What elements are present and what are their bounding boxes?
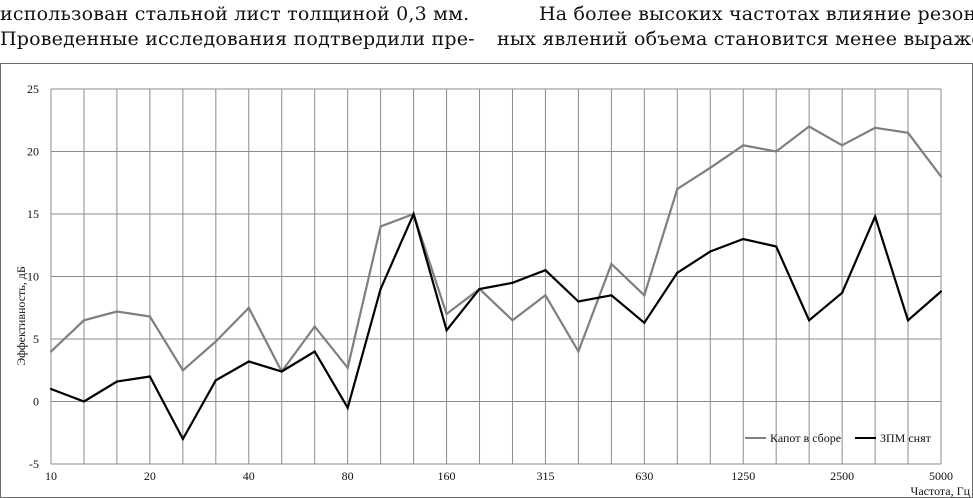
data-point-zpm [610,294,613,297]
x-tick-label: 40 [243,469,255,483]
data-point-zpm [379,287,382,291]
x-tick-label: 20 [144,469,156,483]
y-tick-label: 25 [27,82,39,96]
data-point-kapot [82,319,86,322]
data-point-zpm [643,321,646,324]
chart-frame [0,63,973,498]
body-text-right-line-1: На более высоких частотах влияние резона… [539,3,973,25]
legend-label-kapot: Капот в сборе [770,431,841,445]
data-point-kapot [676,187,679,191]
data-point-zpm [906,319,910,322]
data-point-kapot [939,175,943,178]
y-tick-label: -5 [29,457,39,471]
data-point-zpm [214,379,217,382]
body-text-left-line-1: использован стальной лист толщиной 0,3 м… [0,3,470,25]
series-line-zpm [50,210,942,442]
data-point-kapot [511,319,514,322]
legend-label-zpm: ЗПМ снят [880,431,932,445]
data-point-kapot [577,350,580,353]
data-point-zpm [808,319,811,322]
data-point-zpm [346,406,349,409]
series-line-kapot [50,125,942,374]
data-point-zpm [445,329,448,332]
data-point-zpm [82,400,86,403]
data-point-kapot [379,225,382,228]
data-point-zpm [742,237,745,241]
data-point-zpm [313,350,316,353]
y-tick-label: 20 [27,145,39,159]
data-point-kapot [247,306,250,309]
x-tick-label: 1250 [731,469,755,483]
data-point-kapot [643,294,646,297]
x-axis-label: Частота, Гц [911,484,971,498]
grid-layer [50,88,942,465]
data-point-kapot [346,366,349,369]
data-point-kapot [214,340,217,343]
x-tick-label: 10 [45,469,57,483]
data-point-kapot [709,166,712,169]
body-text-left-line-2: Проведенные исследования подтвердили пре… [0,28,475,50]
tick-labels: -5 0 5 10 15 20 25 10 20 40 80 160 315 630 1250 2500 500… [27,82,953,483]
legend: Капот в сборе ЗПМ снят [745,431,932,445]
y-tick-label: 0 [33,395,39,409]
data-point-zpm [115,380,119,383]
x-tick-label: 2500 [830,469,854,483]
data-point-zpm [49,387,53,391]
x-tick-label: 5000 [929,469,953,483]
data-point-kapot [49,350,53,353]
data-point-kapot [808,125,811,128]
y-axis-label: Эффективность, дБ [14,266,28,366]
data-point-kapot [873,126,877,129]
line-chart: -5 0 5 10 15 20 25 10 20 40 80 160 315 630 1250 2500 500… [14,82,971,498]
y-tick-label: 10 [27,270,39,284]
data-point-zpm [148,375,151,378]
data-point-kapot [906,131,910,134]
x-tick-label: 160 [438,469,456,483]
data-point-zpm [775,245,778,248]
data-point-zpm [280,370,283,373]
data-point-zpm [247,360,250,363]
data-point-zpm [412,212,415,216]
data-point-kapot [841,144,844,147]
data-point-kapot [445,312,448,316]
data-point-zpm [709,250,712,253]
y-tick-label: 5 [33,332,39,346]
series-layer [49,125,943,442]
data-point-kapot [181,369,184,372]
data-point-zpm [478,287,481,291]
data-point-zpm [873,215,877,218]
data-point-zpm [577,300,580,303]
data-point-kapot [115,310,119,313]
data-point-kapot [313,325,316,328]
data-point-zpm [939,290,943,293]
data-point-kapot [148,315,151,318]
data-point-zpm [181,437,184,441]
x-tick-label: 80 [342,469,354,483]
data-point-zpm [841,291,844,294]
data-point-kapot [775,150,778,153]
x-tick-label: 630 [635,469,653,483]
body-text-right-line-2: ных явлений объема становится менее выра… [497,28,973,50]
x-tick-label: 315 [536,469,554,483]
data-point-zpm [511,281,514,284]
data-point-kapot [544,294,547,297]
data-point-zpm [676,271,679,274]
data-point-kapot [742,144,745,147]
data-point-kapot [610,262,613,266]
data-point-zpm [544,269,547,272]
y-tick-label: 15 [27,207,39,221]
